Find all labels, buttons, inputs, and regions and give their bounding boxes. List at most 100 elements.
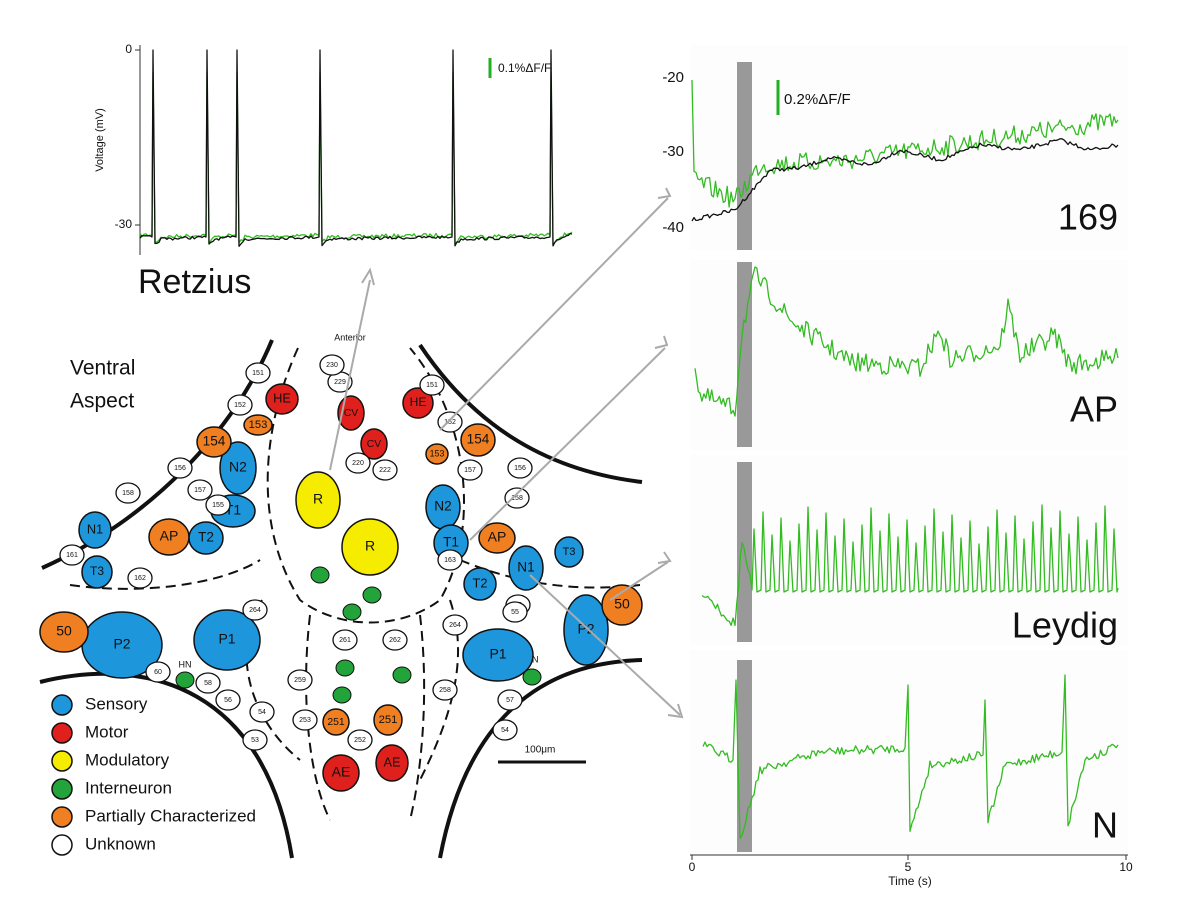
y-tick-label: -40 [662,219,684,236]
cell-label: T3 [562,546,575,558]
arrow [329,279,371,471]
cell-label: 230 [326,362,338,369]
cell-label: 156 [514,465,526,472]
legend: Sensory Motor Modulatory Interneuron Partial… [51,694,256,856]
trace-label: AP [1070,389,1118,430]
cell [375,744,409,782]
arrowheads [361,187,684,719]
interneuron-cell [362,586,382,604]
trace [694,266,1119,417]
map-title: Aspect [70,390,134,413]
cell-label: P2 [113,636,130,652]
cell [295,471,341,529]
cell-label: 261 [339,637,351,644]
cell [504,487,530,509]
y-tick-label: -30 [662,143,684,160]
cell [442,614,468,636]
cell-label: P1 [489,646,506,662]
panel-bg [690,260,1128,450]
cell [372,459,398,481]
legend-swatch [51,722,73,744]
cell [187,479,213,501]
cell-label: 152 [234,402,246,409]
cell [219,441,257,495]
cell-label: AP [488,529,507,545]
stimulus-bar [737,262,752,447]
cell [196,426,232,458]
interneuron-cell [522,668,542,686]
cell-label: 154 [203,434,226,449]
cell [341,518,399,576]
trace [702,674,1119,840]
cell-label: CV [367,439,382,450]
legend-label: Interneuron [85,778,172,797]
legend-label: Unknown [85,834,156,853]
panel-bg [690,455,1128,645]
panel-label: Retzius [138,263,251,301]
cell-label: 54 [501,727,509,734]
cell-label: N2 [229,459,247,475]
cell [242,599,268,621]
cell-label: 156 [174,465,186,472]
cell [205,494,231,516]
trace-label: N [1092,805,1118,846]
trace-label: 169 [1058,197,1118,238]
cell [81,555,113,589]
cell-label: 222 [379,467,391,474]
cell-label: T2 [473,575,488,590]
legend-label: Motor [85,722,129,741]
outline [438,658,643,859]
y-tick-label: -30 [115,217,133,231]
cell [419,374,445,396]
cell-label: 55 [511,609,519,616]
cell-label: T1 [443,535,459,550]
cell-label: 258 [439,687,451,694]
cell-label: T2 [198,530,214,545]
cell [39,611,89,653]
cell [127,567,153,589]
cell-label: HE [273,390,291,405]
cell-label: T3 [90,564,104,578]
cell [145,661,171,683]
cell [322,708,350,736]
cell-label: 53 [251,737,259,744]
cell [502,601,528,623]
y-tick-label: 0 [125,42,132,56]
cell [492,719,518,741]
x-tick-label: 5 [905,860,912,874]
cell-label: 60 [154,669,162,676]
cell-label: 155 [212,502,224,509]
cell-label: 151 [252,370,264,377]
cell [265,383,299,415]
interneuron-cell [342,603,362,621]
map-title: Ventral [70,357,135,380]
cell [188,521,224,555]
cell [478,522,516,554]
cell-label: 259 [294,677,306,684]
cell-label: HE [410,395,427,409]
cell [373,704,403,736]
x-tick-label: 0 [689,860,696,874]
cell [554,536,584,568]
cell [115,482,141,504]
cell [507,457,533,479]
interneuron-cell [335,659,355,677]
cell [563,594,609,666]
cell-label: 252 [354,737,366,744]
cell-label: 152 [444,419,456,426]
cell [59,544,85,566]
trace [701,504,1119,627]
trace [139,49,573,247]
scale-bar-label: 0.1%ΔF/F [498,61,551,75]
legend-swatch [51,778,73,800]
cell [402,387,434,419]
cell-label: N1 [87,521,103,536]
cell-label: 57 [506,697,514,704]
cell [497,689,523,711]
legend-label: Partially Characterized [85,806,256,825]
y-axis-label: Voltage (mV) [94,108,106,172]
legend-label: Sensory [85,694,148,713]
legend-swatch [51,694,73,716]
cell-label: 153 [249,419,268,431]
